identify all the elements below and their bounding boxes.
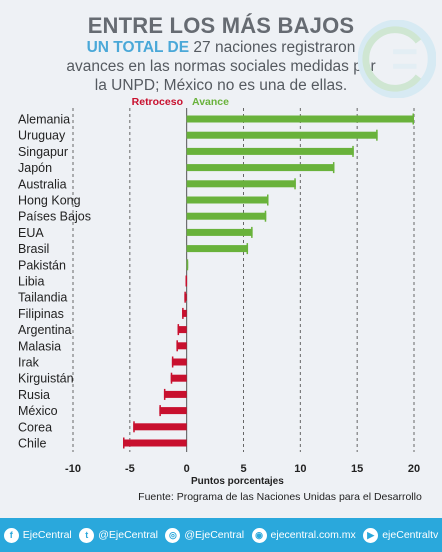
x-tick-label: -5 — [125, 463, 135, 475]
bar — [186, 196, 269, 204]
bar — [170, 374, 187, 382]
bar-cap — [376, 129, 378, 141]
social-link[interactable]: ◎ @EjeCentral — [165, 527, 245, 543]
subtitle-text: 27 naciones registraron avances en las n… — [66, 39, 376, 94]
social-link-label: EjeCentral — [22, 529, 72, 541]
bar — [163, 390, 187, 398]
x-tick-label: 10 — [294, 463, 306, 475]
social-link[interactable]: ◉ ejecentral.com.mx — [251, 527, 356, 543]
social-link-label: @EjeCentral — [184, 529, 245, 541]
page-title: ENTRE LOS MÁS BAJOS — [87, 13, 355, 38]
social-link[interactable]: f EjeCentral — [3, 527, 72, 543]
category-label: Uruguay — [18, 129, 66, 143]
subtitle-highlight: UN TOTAL DE — [86, 39, 190, 56]
bar-cap — [267, 194, 269, 206]
bar-cap — [352, 145, 354, 157]
bar — [186, 147, 354, 155]
bar-cap — [332, 162, 335, 174]
bar-cap — [176, 340, 178, 352]
category-label: Argentina — [18, 323, 72, 337]
bar-cap — [184, 291, 186, 303]
x-axis-label: Puntos porcentajes — [191, 476, 284, 487]
bar-cap — [294, 178, 296, 190]
category-label: Libia — [18, 275, 44, 289]
bar — [182, 309, 187, 317]
brand-logo-icon — [358, 20, 436, 98]
bar — [176, 342, 187, 350]
bar-cap — [123, 437, 125, 449]
bar-cap — [251, 226, 253, 238]
social-link[interactable]: ▶ ejeCentraltv — [363, 527, 439, 543]
social-link-label: @EjeCentral — [98, 529, 158, 541]
category-label: Corea — [18, 420, 52, 434]
category-label: México — [18, 404, 58, 418]
bar — [186, 131, 378, 139]
social-link-label: ejecentral.com.mx — [270, 529, 356, 541]
bar-cap — [170, 372, 173, 384]
bar — [123, 439, 187, 447]
bar — [186, 164, 335, 172]
category-label: Rusia — [18, 388, 50, 402]
instagram-icon: ◎ — [165, 527, 181, 543]
category-label: Japón — [18, 161, 52, 175]
category-label: Australia — [18, 177, 67, 191]
x-tick-label: 20 — [408, 463, 420, 475]
bar-cap — [412, 113, 414, 125]
footer-bar: f EjeCentral t @EjeCentral ◎ @EjeCentral ◉ ejec… — [0, 518, 442, 552]
page-subtitle: UN TOTAL DE 27 naciones registraron avan… — [60, 38, 382, 95]
bar — [171, 358, 187, 366]
bar-cap — [159, 405, 161, 417]
youtube-icon: ▶ — [363, 527, 379, 543]
x-tick-labels: -10 -5 0 5 10 15 20 — [65, 463, 420, 475]
bar-cap — [246, 243, 249, 255]
web-icon: ◉ — [251, 527, 267, 543]
x-tick-label: 5 — [240, 463, 246, 475]
bar — [186, 180, 296, 188]
category-label: Hong Kong — [18, 194, 81, 208]
category-label: Singapur — [18, 145, 68, 159]
category-label: EUA — [18, 226, 44, 240]
bar — [177, 326, 187, 334]
x-tick-label: 15 — [351, 463, 363, 475]
bar-cap — [182, 307, 184, 319]
category-label: Filipinas — [18, 307, 64, 321]
source-note: Fuente: Programa de las Naciones Unidas … — [138, 491, 422, 503]
bar — [159, 407, 187, 415]
category-label: Kirguistán — [18, 372, 74, 386]
category-label: Alemania — [18, 113, 70, 127]
legend-avance: Avance — [192, 96, 229, 108]
bar-cap — [177, 324, 180, 336]
category-label: Chile — [18, 437, 47, 451]
x-tick-label: 0 — [184, 463, 190, 475]
bars — [123, 113, 414, 449]
category-label: Países Bajos — [18, 210, 91, 224]
legend-retroceso: Retroceso — [132, 96, 183, 108]
bar-cap — [185, 275, 188, 287]
bar-cap — [186, 259, 189, 271]
category-label: Malasia — [18, 339, 61, 353]
bar — [133, 423, 187, 431]
social-link-label: ejeCentraltv — [382, 529, 439, 541]
category-label: Irak — [18, 356, 40, 370]
bar-cap — [264, 210, 267, 222]
bar-chart: Alemania Uruguay Singapur Japón Australia Hon… — [18, 96, 420, 487]
category-label: Brasil — [18, 242, 49, 256]
category-label: Tailandia — [18, 291, 67, 305]
bar — [186, 245, 249, 253]
social-link[interactable]: t @EjeCentral — [79, 527, 158, 543]
bar-cap — [171, 356, 174, 368]
bar — [186, 115, 414, 123]
bar — [186, 212, 267, 220]
category-labels: Alemania Uruguay Singapur Japón Australia Hon… — [18, 113, 91, 451]
bar — [186, 228, 253, 236]
twitter-icon: t — [79, 527, 95, 543]
grid-lines — [72, 108, 415, 452]
category-label: Pakistán — [18, 258, 66, 272]
facebook-icon: f — [3, 527, 19, 543]
x-tick-label: -10 — [65, 463, 81, 475]
bar-cap — [133, 421, 135, 433]
bar-cap — [163, 388, 166, 400]
